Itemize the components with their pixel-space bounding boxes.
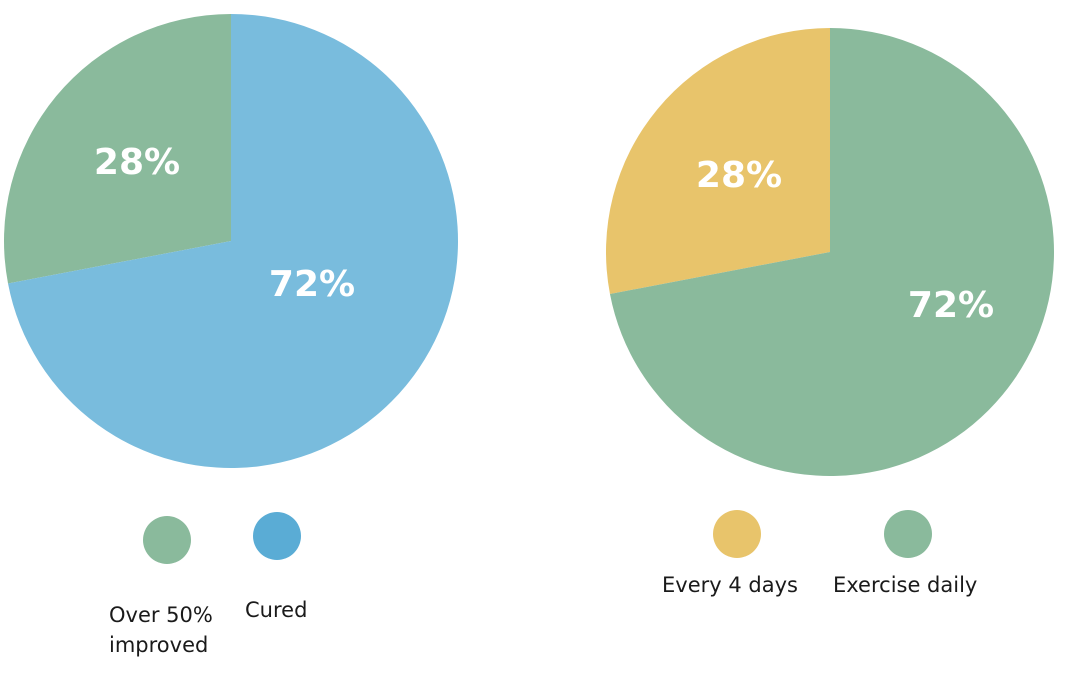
legend-label-over-50-improved: Over 50% improved (109, 603, 213, 657)
pie-chart-right: 28% 72% Every 4 days Exercise daily (540, 0, 1080, 679)
pie-chart-left: 28% 72% Over 50% improved Cured (3, 14, 459, 657)
slice-value-label-cured: 72% (269, 264, 355, 305)
legend-swatch-exercise-daily (884, 510, 932, 558)
pie-right-svg: 28% 72% (606, 28, 1054, 477)
pie-slice-every-4-days (606, 28, 830, 294)
legend-label-exercise-daily: Exercise daily (833, 573, 978, 597)
legend-label-every-4-days: Every 4 days (662, 573, 798, 597)
slice-value-label-over-50-improved: 28% (94, 142, 180, 183)
pie-slice-over-50-improved (3, 14, 232, 284)
legend-swatch-cured (253, 512, 301, 560)
slice-value-label-every-4-days: 28% (696, 155, 782, 196)
pie-left-svg: 28% 72% (3, 14, 459, 468)
pie-slice-exercise-daily (609, 28, 1054, 477)
legend-label-cured: Cured (245, 598, 308, 622)
legend-swatch-every-4-days (713, 510, 761, 558)
legend-swatch-over-50-improved (143, 516, 191, 564)
pie-slice-cured (8, 14, 459, 468)
slice-value-label-exercise-daily: 72% (908, 285, 994, 326)
